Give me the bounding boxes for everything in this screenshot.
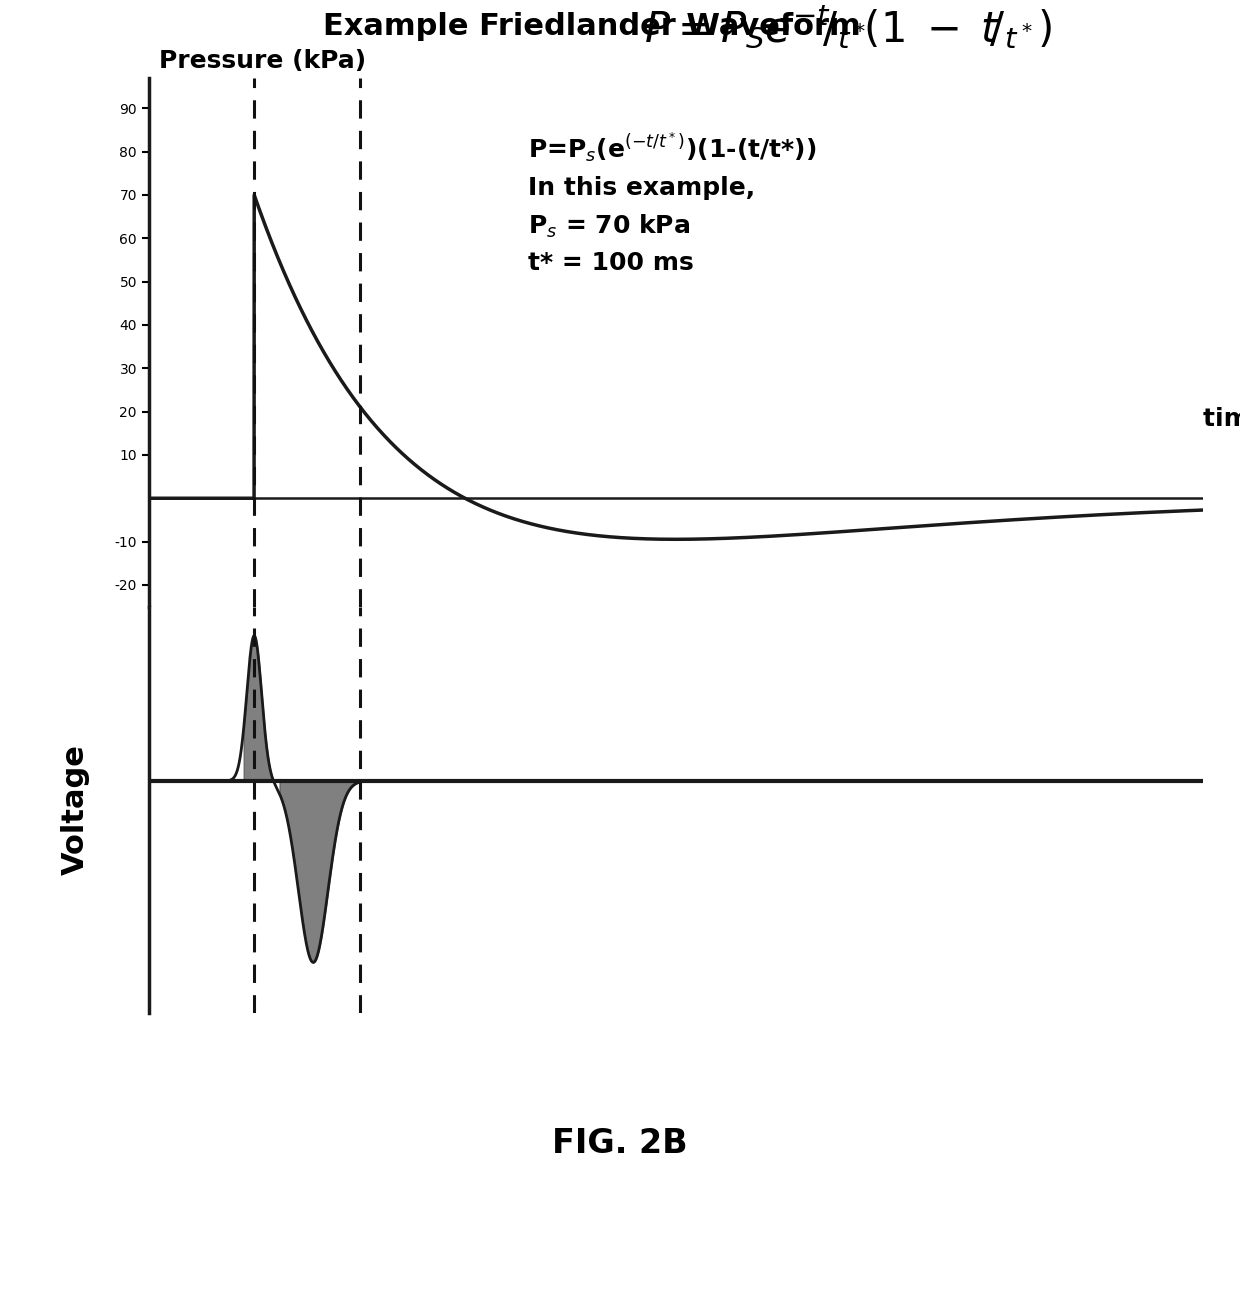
Text: $P = P_S e^{-t}\!/_{t^*}\!\left(1\;-\;t\!/_{t^*}\right)$: $P = P_S e^{-t}\!/_{t^*}\!\left(1\;-\;t\…: [645, 4, 1053, 52]
Text: Example Friedlander Waveform: Example Friedlander Waveform: [322, 12, 861, 42]
Text: FIG. 2B: FIG. 2B: [552, 1126, 688, 1160]
Text: P=P$_s$(e$^{(-t/t^*)}$)(1-(t/t*))
In this example,
P$_s$ = 70 kPa
t* = 100 ms: P=P$_s$(e$^{(-t/t^*)}$)(1-(t/t*)) In thi…: [528, 131, 817, 275]
Text: Pressure (kPa): Pressure (kPa): [159, 48, 367, 73]
Text: time (ms): time (ms): [1203, 407, 1240, 431]
Text: Voltage: Voltage: [61, 744, 89, 876]
